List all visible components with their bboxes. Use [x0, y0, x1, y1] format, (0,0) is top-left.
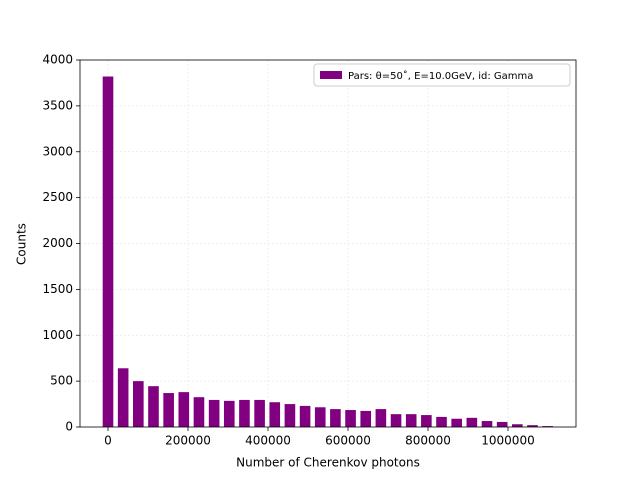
x-tick-label: 800000	[405, 434, 451, 448]
axes-frame	[79, 59, 577, 428]
y-tick-label: 2000	[42, 236, 73, 250]
y-axis-label: Counts	[15, 223, 29, 265]
bar	[496, 421, 508, 427]
bar	[178, 392, 190, 427]
y-tick-label: 0	[65, 420, 73, 434]
bar	[405, 414, 417, 427]
bar	[375, 409, 387, 427]
bar	[542, 426, 553, 427]
bar	[269, 402, 281, 427]
bar	[208, 399, 220, 427]
bar	[239, 399, 250, 427]
bar	[299, 405, 311, 427]
legend-swatch	[320, 71, 342, 79]
y-tick-label: 1500	[42, 282, 73, 296]
bar	[527, 425, 538, 427]
bar	[102, 76, 114, 427]
bar	[466, 417, 478, 427]
bar	[421, 415, 432, 427]
y-tick-label: 1000	[42, 328, 73, 342]
y-tick-label: 3500	[42, 98, 73, 112]
bar	[117, 368, 129, 427]
bar	[223, 400, 235, 427]
bar	[345, 410, 356, 427]
bar	[330, 409, 341, 427]
x-axis-label: Number of Cherenkov photons	[236, 456, 420, 470]
bar	[390, 414, 402, 427]
bar	[148, 386, 159, 427]
y-tick-label: 2500	[42, 190, 73, 204]
bar	[193, 397, 205, 427]
bar	[360, 410, 372, 427]
bar	[512, 424, 523, 427]
y-tick-label: 500	[50, 374, 73, 388]
bar	[133, 381, 144, 427]
x-tick-label: 0	[104, 434, 112, 448]
x-tick-label: 600000	[325, 434, 371, 448]
y-tick-label: 3000	[42, 144, 73, 158]
bar	[314, 407, 326, 427]
bar	[163, 393, 174, 427]
bar	[451, 418, 462, 427]
bar	[436, 416, 447, 427]
bar	[284, 404, 296, 427]
legend-box	[313, 63, 571, 87]
legend-label: Pars: θ=50˚, E=10.0GeV, id: Gamma	[348, 70, 533, 82]
x-tick-label: 200000	[165, 434, 211, 448]
bar	[254, 399, 265, 427]
y-tick-label: 4000	[42, 53, 73, 67]
x-tick-label: 1000000	[481, 434, 534, 448]
x-tick-label: 400000	[245, 434, 291, 448]
bar	[481, 421, 493, 427]
